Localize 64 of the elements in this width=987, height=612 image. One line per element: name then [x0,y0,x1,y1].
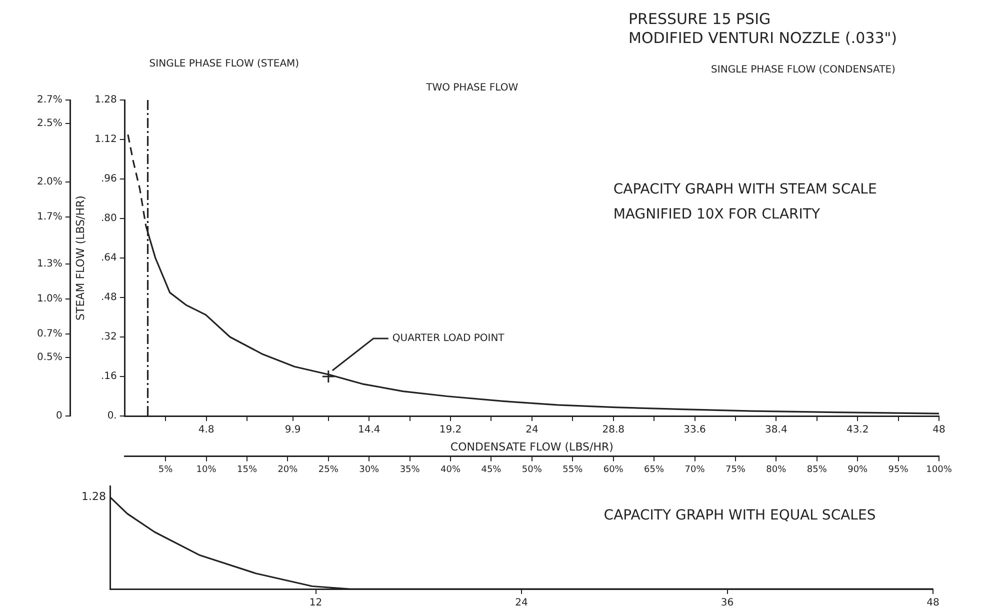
y-tick-label: .96 [100,174,117,185]
x-tick-label: 24 [515,598,528,609]
y2-tick-label: 2.7% [37,94,62,106]
annotation: QUARTER LOAD POINT [392,333,506,344]
x-tick-label: 9.9 [284,424,301,436]
x2-tick-label: 20% [278,464,298,475]
x2-tick-label: 95% [888,464,909,475]
y-tick-label: .32 [100,332,117,343]
annotation: MAGNIFIED 10X FOR CLARITY [613,206,820,223]
text: SINGLE PHASE FLOW (CONDENSATE) [711,64,896,76]
x2-tick-label: 10% [196,464,217,475]
x-tick-label: 33.6 [684,424,706,436]
x2-tick-label: 85% [806,464,828,475]
x-tick-label: 36 [720,598,734,609]
y2-tick-label: 2.5% [37,118,62,129]
annotation: 1.28 [82,490,106,503]
annotation: CAPACITY GRAPH WITH STEAM SCALE [613,182,877,198]
y-tick-label: 1.12 [94,134,117,146]
annotation: CAPACITY GRAPH WITH EQUAL SCALES [604,508,876,524]
y-tick-label: 1.28 [94,94,117,106]
y2-tick-label: 1.7% [37,212,62,223]
x-tick-label: 28.8 [602,424,624,436]
y-tick-label: .80 [100,213,117,224]
x2-tick-label: 100% [926,464,952,475]
x-tick-label: 4.8 [198,424,214,436]
y-tick-label: .16 [100,371,117,382]
x2-tick-label: 45% [481,464,502,475]
y-tick-label: .64 [100,252,117,264]
x2-tick-label: 65% [644,464,664,475]
x-tick-label: 48 [926,598,940,609]
chart-subtitle: MODIFIED VENTURI NOZZLE (.033") [628,29,897,48]
x-tick-label: 19.2 [439,424,462,436]
x2-tick-label: 80% [766,464,787,475]
x-tick-label: 24 [526,424,538,436]
x-axis-title: CONDENSATE FLOW (LBS/HR) [450,440,614,454]
y2-tick-label: 0.5% [37,352,62,364]
y-axis-title: STEAM FLOW (LBS/HR) [74,196,87,320]
y-tick-label: 0. [107,410,117,422]
y2-tick-label: 2.0% [37,176,62,188]
x2-tick-label: 70% [684,464,706,475]
x2-tick-label: 60% [603,464,624,475]
x2-tick-label: 55% [562,464,584,475]
x2-tick-label: 90% [848,464,868,475]
chart-title: PRESSURE 15 PSIG [628,10,772,29]
text: SINGLE PHASE FLOW (STEAM) [149,58,300,70]
x-tick-label: 48 [932,424,946,436]
x2-tick-label: 5% [158,464,174,475]
y2-tick-label: 0.7% [37,328,62,340]
x2-tick-label: 15% [236,464,258,475]
x-tick-label: 14.4 [358,424,380,436]
x-tick-label: 43.2 [846,424,869,436]
x2-tick-label: 35% [400,464,420,475]
y2-tick-label: 0 [56,410,62,422]
x2-tick-label: 50% [522,464,542,475]
y2-tick-label: 1.0% [37,294,62,305]
x-tick-label: 12 [309,598,322,609]
x2-tick-label: 40% [440,464,461,475]
x2-tick-label: 75% [725,464,746,475]
x2-tick-label: 30% [359,464,380,475]
x-tick-label: 38.4 [765,424,788,436]
x2-tick-label: 25% [318,464,339,475]
text: TWO PHASE FLOW [425,82,518,94]
y2-tick-label: 1.3% [37,258,62,270]
y-tick-label: .48 [100,292,117,304]
